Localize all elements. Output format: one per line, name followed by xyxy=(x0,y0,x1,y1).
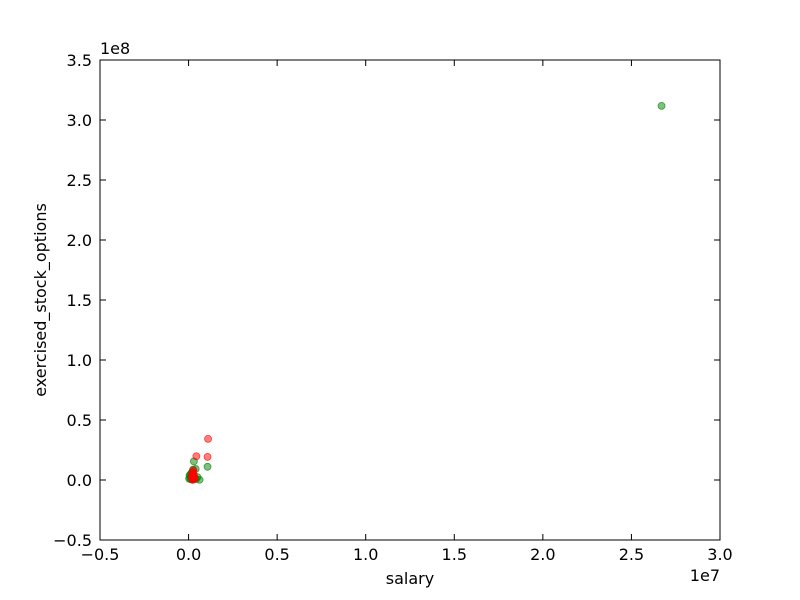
y-tick-label: 2.0 xyxy=(67,231,92,250)
data-point xyxy=(657,101,666,110)
y-axis-label: exercised_stock_options xyxy=(31,203,51,397)
data-point xyxy=(204,434,212,443)
y-tick-label: 1.0 xyxy=(67,351,92,370)
x-tick-label: 0.5 xyxy=(264,545,289,564)
x-tick-label: 2.0 xyxy=(530,545,555,564)
x-tick-label: 0.0 xyxy=(176,545,201,564)
x-tick-label: 3.0 xyxy=(707,545,732,564)
x-exponent-label: 1e7 xyxy=(690,566,720,585)
y-tick-label: 3.5 xyxy=(67,51,92,70)
y-tick-label: 0.0 xyxy=(67,471,92,490)
y-tick-label: 0.5 xyxy=(67,411,92,430)
x-tick-label: 1.5 xyxy=(442,545,467,564)
x-tick-label: −0.5 xyxy=(81,545,120,564)
data-point xyxy=(203,462,212,471)
y-tick-label: 2.5 xyxy=(67,171,92,190)
ticks-layer: −0.5 0.0 0.5 1.0 1.5 2.0 2.5 3.0 −0.5 0.0 0.5 1.0 1.… xyxy=(53,51,733,564)
data-point xyxy=(190,474,198,483)
x-tick-label: 1.0 xyxy=(353,545,378,564)
plot-frame xyxy=(99,59,721,541)
x-tick-label: 2.5 xyxy=(619,545,644,564)
y-tick-label: 3.0 xyxy=(67,111,92,130)
y-tick-label: 1.5 xyxy=(67,291,92,310)
data-point xyxy=(192,452,201,461)
y-tick-label: −0.5 xyxy=(53,531,92,550)
x-axis-label: salary xyxy=(386,569,434,588)
y-exponent-label: 1e8 xyxy=(100,39,130,58)
points-layer xyxy=(185,101,666,484)
data-point xyxy=(203,452,212,461)
